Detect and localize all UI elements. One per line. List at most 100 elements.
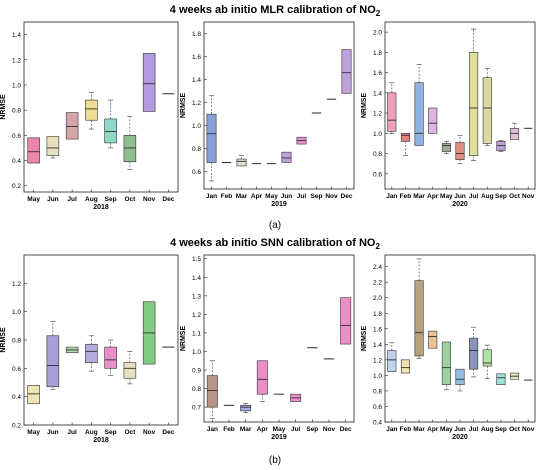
box-body <box>65 112 79 140</box>
box-Nov: Nov <box>142 53 156 203</box>
x-tick-label: Oct <box>124 196 136 203</box>
box-Dec: Dec <box>341 49 353 200</box>
box-body <box>387 350 397 372</box>
box-body <box>104 346 117 369</box>
box-Aug: Aug <box>85 92 98 203</box>
box-Nov: Nov <box>325 98 338 200</box>
box-Feb: Feb <box>221 162 233 200</box>
box-Oct: Oct <box>509 122 521 200</box>
x-tick-label: Nov <box>143 196 156 203</box>
y-tick-label: 0.4 <box>12 394 21 401</box>
box-Jun: Jun <box>46 136 60 203</box>
box-body <box>206 375 218 408</box>
chart-b-2019: 0.7 0.8 0.9 1.0 1.1 1.2 1.3 1.4 1.5 NRMSE Jan Feb Ma… <box>180 254 355 441</box>
box-Jan: Jan <box>206 360 218 433</box>
box-body <box>340 297 352 345</box>
box-Jun: Jun <box>281 151 292 200</box>
panel-b-title: 4 weeks ab initio SNN calibration of NO2 <box>0 237 550 251</box>
box-body <box>142 53 156 112</box>
box-body <box>281 151 292 163</box>
chart-a-2019: 0.6 0.8 1.0 1.2 1.4 1.6 1.8 NRMSE Jan Feb Mar Apr Ma… <box>180 21 355 208</box>
box-Sep: Sep <box>104 99 117 203</box>
y-tick-label: 1.2 <box>192 312 201 319</box>
x-tick-label: Oct <box>509 426 521 433</box>
box-body <box>482 77 492 144</box>
box-body <box>387 92 397 132</box>
x-tick-label: Dec <box>162 429 174 436</box>
box-Mar: Mar <box>413 258 425 433</box>
y-tick-label: 0.6 <box>373 404 382 411</box>
chart-a-2020: 0.6 0.8 1.0 1.2 1.4 1.6 1.8 2.0 NRMSE Jan Feb Mar Ap… <box>361 21 536 208</box>
y-tick-label: 0.4 <box>12 158 21 165</box>
box-Jul: Jul <box>469 28 479 200</box>
y-tick-label: 1.2 <box>12 57 21 64</box>
x-tick-label: Mar <box>413 426 425 433</box>
x-tick-label: Nov <box>522 193 535 200</box>
y-tick-label: 0.6 <box>192 169 201 176</box>
y-tick-label: 1.2 <box>373 111 382 118</box>
plot-frame <box>203 21 355 190</box>
box-May: May <box>440 141 453 200</box>
box-Jan: Jan <box>206 95 217 200</box>
panel-b-title-subscript: 2 <box>375 242 380 252</box>
x-tick-label: May <box>27 196 40 203</box>
y-tick-label: 1.3 <box>192 293 201 300</box>
y-tick-label: 0.2 <box>12 423 21 430</box>
y-axis-label: NRMSE <box>180 93 187 119</box>
y-tick-label: 2.0 <box>373 30 382 37</box>
box-body <box>104 118 117 144</box>
box-Apr: Apr <box>257 360 268 433</box>
y-tick-label: 2.2 <box>373 280 382 287</box>
box-body <box>428 330 438 349</box>
box-Dec: Dec <box>162 346 175 436</box>
y-axis-label: NRMSE <box>361 93 368 119</box>
box-body <box>85 99 98 121</box>
y-axis-label: NRMSE <box>180 326 187 352</box>
plot-frame <box>384 254 536 423</box>
box-Oct: Oct <box>123 350 137 436</box>
box-body <box>428 107 438 134</box>
chart-b-2018: 0.2 0.4 0.6 0.8 1.0 1.2 NRMSE May Jun Jul Aug Sep Oc… <box>0 254 179 444</box>
x-tick-label: Jul <box>469 426 479 433</box>
x-tick-label: Feb <box>221 193 233 200</box>
x-tick-label: Feb <box>400 426 412 433</box>
panel-a-title-text: 4 weeks ab initio MLR calibration of NO <box>169 4 376 16</box>
box-body <box>27 385 40 405</box>
x-axis-label: 2020 <box>452 434 468 441</box>
x-tick-label: Nov <box>323 426 336 433</box>
y-tick-label: 0.6 <box>373 171 382 178</box>
y-tick-label: 1.2 <box>192 100 201 107</box>
box-body <box>455 142 465 160</box>
x-tick-label: Sep <box>495 426 507 433</box>
x-tick-label: Jun <box>47 196 59 203</box>
y-tick-label: 1.4 <box>12 32 21 39</box>
box-Sep: Sep <box>104 339 117 436</box>
y-tick-label: 1.1 <box>192 330 201 337</box>
x-tick-label: Jun <box>454 426 466 433</box>
box-May: May <box>273 393 286 433</box>
box-Mar: Mar <box>413 64 425 200</box>
box-body <box>206 113 217 163</box>
box-Jun: Jun <box>454 135 466 200</box>
y-tick-label: 1.4 <box>373 342 382 349</box>
x-tick-label: May <box>273 426 286 433</box>
y-tick-label: 1.8 <box>373 311 382 318</box>
y-tick-label: 1.2 <box>373 357 382 364</box>
y-tick-label: 0.6 <box>12 366 21 373</box>
y-tick-label: 1.0 <box>373 373 382 380</box>
x-tick-label: May <box>440 193 453 200</box>
box-Jan: Jan <box>386 82 397 200</box>
box-body <box>441 143 451 152</box>
box-Aug: Aug <box>481 68 494 200</box>
panel-a-title: 4 weeks ab initio MLR calibration of NO2 <box>0 4 550 18</box>
x-tick-label: Nov <box>143 429 156 436</box>
y-tick-label: 1.8 <box>192 31 201 38</box>
x-tick-label: Mar <box>236 193 248 200</box>
y-tick-label: 1.2 <box>12 281 21 288</box>
box-Feb: Feb <box>400 133 411 200</box>
box-body <box>414 82 424 146</box>
y-tick-label: 0.8 <box>192 386 201 393</box>
box-body <box>469 337 479 370</box>
y-tick-label: 1.4 <box>373 90 382 97</box>
